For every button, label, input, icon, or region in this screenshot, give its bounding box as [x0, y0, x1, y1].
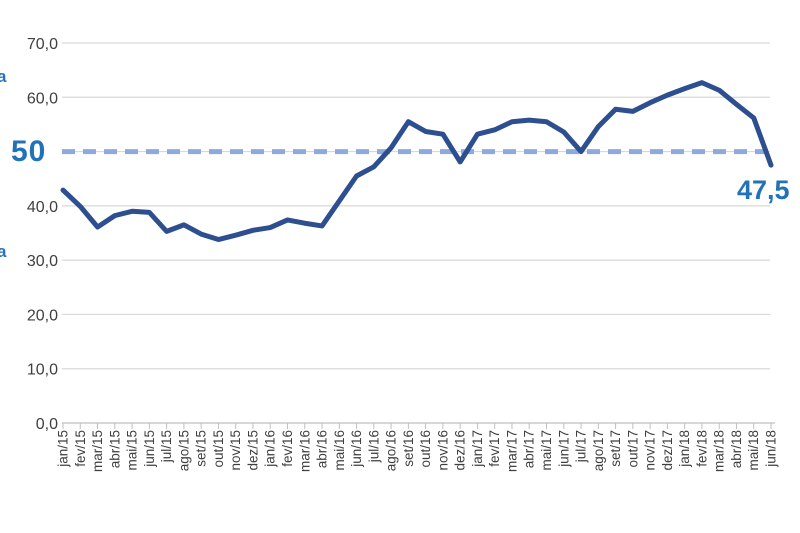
y-axis-label: 70,0: [27, 36, 58, 53]
x-axis-label: jun/17: [556, 430, 571, 468]
x-axis-label: out/15: [211, 430, 226, 468]
cropped-annotation-fragment-top: a: [0, 67, 7, 86]
x-axis-label: set/15: [194, 430, 209, 467]
x-axis-label: mar/17: [504, 430, 519, 472]
x-axis-label: fev/16: [280, 430, 295, 467]
x-axis-label: abr/18: [729, 430, 744, 468]
x-axis-label: nov/16: [435, 430, 450, 471]
x-axis-label: jan/18: [677, 430, 692, 468]
x-axis-label: jun/18: [764, 430, 779, 468]
x-axis-label: jun/15: [142, 430, 157, 468]
y-axis-label: 40,0: [27, 199, 58, 216]
y-axis-label: 10,0: [27, 362, 58, 379]
x-axis-label: out/16: [418, 430, 433, 468]
y-axis-label: 0,0: [36, 416, 58, 433]
x-axis-label: mai/16: [332, 430, 347, 471]
x-axis-label: jan/15: [56, 430, 71, 468]
series-line: [60, 80, 774, 243]
last-value-label: 47,5: [737, 175, 790, 205]
x-axis-label: jan/16: [263, 430, 278, 468]
x-axis-label: dez/16: [453, 430, 468, 471]
x-axis-label: mai/17: [539, 430, 554, 471]
x-axis-label: mar/15: [90, 430, 105, 472]
x-axis-label: set/16: [401, 430, 416, 467]
x-axis-label: set/17: [608, 430, 623, 467]
x-axis-label: jul/16: [366, 430, 381, 463]
x-axis-label: abr/16: [315, 430, 330, 468]
y-axis-label: 60,0: [27, 90, 58, 107]
x-axis-label: out/17: [625, 430, 640, 468]
x-axis-label: jul/15: [159, 430, 174, 463]
x-axis-label: fev/18: [694, 430, 709, 467]
x-axis-label: mar/18: [712, 430, 727, 472]
x-axis-label: mai/15: [125, 430, 140, 471]
x-axis-label: ago/17: [591, 430, 606, 471]
x-axis-label: ago/15: [176, 430, 191, 471]
x-axis-label: fev/17: [487, 430, 502, 467]
x-axis-label: nov/17: [643, 430, 658, 471]
x-axis-label: mai/18: [746, 430, 761, 471]
x-axis-label: abr/15: [107, 430, 122, 468]
cropped-annotation-fragment-bottom: a: [0, 242, 7, 261]
x-axis-label: nov/15: [228, 430, 243, 471]
x-axis-label: mar/16: [297, 430, 312, 472]
x-axis-label: fev/15: [73, 430, 88, 467]
x-axis-label: dez/17: [660, 430, 675, 471]
y-axis-label: 20,0: [27, 307, 58, 324]
x-axis-label: dez/15: [245, 430, 260, 471]
x-axis-label: jan/17: [470, 430, 485, 468]
x-axis-label: jun/16: [349, 430, 364, 468]
x-axis-label: abr/17: [522, 430, 537, 468]
x-axis-label: jul/17: [574, 430, 589, 463]
x-axis-label: ago/16: [384, 430, 399, 471]
y-axis-label: 30,0: [27, 253, 58, 270]
reference-value-label: 50: [11, 135, 47, 168]
